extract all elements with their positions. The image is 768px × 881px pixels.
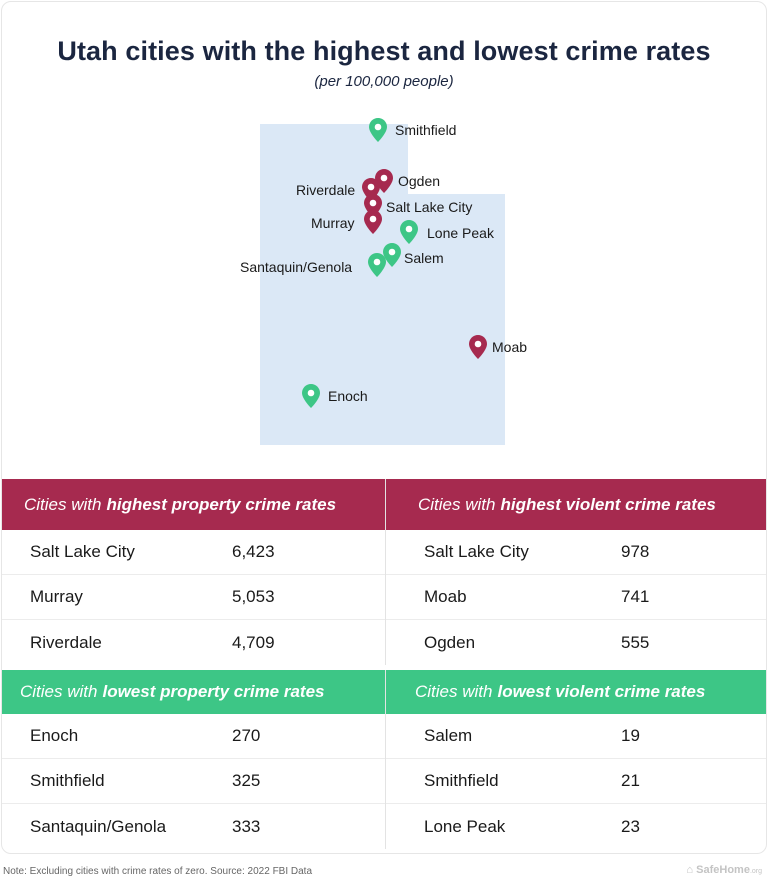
map-pin-icon <box>364 210 382 234</box>
crime-rate: 19 <box>621 726 640 745</box>
pin-label-ogden: Ogden <box>398 173 441 189</box>
pin-label-moab: Moab <box>492 339 528 355</box>
city-name: Salt Lake City <box>30 542 135 561</box>
crime-rate: 6,423 <box>232 542 275 561</box>
header-emphasis: highest violent crime rates <box>500 494 716 514</box>
page-title: Utah cities with the highest and lowest … <box>57 36 711 66</box>
table-header: Cities with lowest violent crime rates <box>386 670 766 714</box>
table-row: Enoch 270 <box>2 714 385 759</box>
house-icon: ⌂ <box>686 864 694 876</box>
map-pin-icon <box>368 253 386 277</box>
city-name: Smithfield <box>424 771 499 790</box>
brand-name: SafeHome <box>696 864 750 876</box>
table-header: Cities with lowest property crime rates <box>2 670 385 714</box>
header-emphasis: lowest violent crime rates <box>497 682 706 701</box>
city-name: Lone Peak <box>424 816 506 836</box>
header-prefix: Cities with <box>20 682 98 701</box>
crime-rate: 333 <box>232 816 261 836</box>
infographic-card: Utah cities with the highest and lowest … <box>1 1 767 854</box>
pin-label-lone-peak: Lone Peak <box>427 225 494 241</box>
crime-rate: 325 <box>232 771 261 790</box>
crime-rate: 5,053 <box>232 587 275 606</box>
city-name: Riverdale <box>30 632 102 652</box>
pin-label-riverdale: Riverdale <box>296 182 356 198</box>
pin-label-enoch: Enoch <box>328 388 368 404</box>
crime-rate: 21 <box>621 771 640 790</box>
brand-suffix: .org <box>749 868 762 875</box>
table-header: Cities with highest violent crime rates <box>386 479 766 530</box>
utah-state-shape-east <box>407 194 505 445</box>
map-pin-icon <box>383 243 401 267</box>
page-subtitle: (per 100,000 people) <box>314 73 454 90</box>
crime-rate: 23 <box>621 816 640 836</box>
table-header: Cities with highest property crime rates <box>2 479 385 530</box>
table-row: Smithfield 21 <box>386 759 766 804</box>
table-lowest-property: Cities with lowest property crime rates … <box>2 670 385 849</box>
crime-rate: 978 <box>621 542 650 561</box>
header-prefix: Cities with <box>418 494 496 514</box>
header-emphasis: lowest property crime rates <box>102 682 325 701</box>
map-pin-icon <box>302 384 320 408</box>
pin-label-santaquin-genola: Santaquin/Genola <box>240 259 353 275</box>
header-prefix: Cities with <box>415 682 493 701</box>
crime-rate: 741 <box>621 587 650 606</box>
source-note: Note: Excluding cities with crime rates … <box>3 866 313 877</box>
city-name: Ogden <box>424 632 476 652</box>
table-row: Salt Lake City 978 <box>386 530 766 575</box>
city-name: Smithfield <box>30 771 105 790</box>
table-row: Santaquin/Genola 333 <box>2 804 385 849</box>
brand-logo: ⌂ SafeHome.org <box>686 864 762 876</box>
table-row: Riverdale 4,709 <box>2 620 385 665</box>
city-name: Enoch <box>30 726 79 745</box>
city-name: Moab <box>424 587 467 606</box>
table-row: Salem 19 <box>386 714 766 759</box>
map-pin-icon <box>369 118 387 142</box>
crime-rate: 270 <box>232 726 261 745</box>
table-row: Murray 5,053 <box>2 575 385 620</box>
city-name: Murray <box>30 587 83 606</box>
table-row: Moab 741 <box>386 575 766 620</box>
table-row: Ogden 555 <box>386 620 766 665</box>
map-pin-icon <box>469 335 487 359</box>
city-name: Salt Lake City <box>424 542 529 561</box>
crime-rate: 4,709 <box>232 632 275 652</box>
pin-label-salem: Salem <box>404 250 444 266</box>
crime-rate: 555 <box>621 632 650 652</box>
table-highest-property: Cities with highest property crime rates… <box>2 479 385 665</box>
map-pin-icon <box>400 220 418 244</box>
table-row: Smithfield 325 <box>2 759 385 804</box>
table-lowest-violent: Cities with lowest violent crime rates S… <box>385 670 766 849</box>
utah-map: Smithfield Ogden Riverdale Salt Lake Cit… <box>2 2 766 472</box>
table-row: Lone Peak 23 <box>386 804 766 849</box>
table-highest-violent: Cities with highest violent crime rates … <box>385 479 766 665</box>
header-emphasis: highest property crime rates <box>106 494 337 514</box>
city-name: Salem <box>424 726 473 745</box>
pin-label-salt-lake-city: Salt Lake City <box>386 199 473 215</box>
pin-label-smithfield: Smithfield <box>395 122 457 138</box>
header-prefix: Cities with <box>24 494 102 514</box>
table-row: Salt Lake City 6,423 <box>2 530 385 575</box>
city-name: Santaquin/Genola <box>30 816 167 836</box>
pin-label-murray: Murray <box>311 215 355 231</box>
